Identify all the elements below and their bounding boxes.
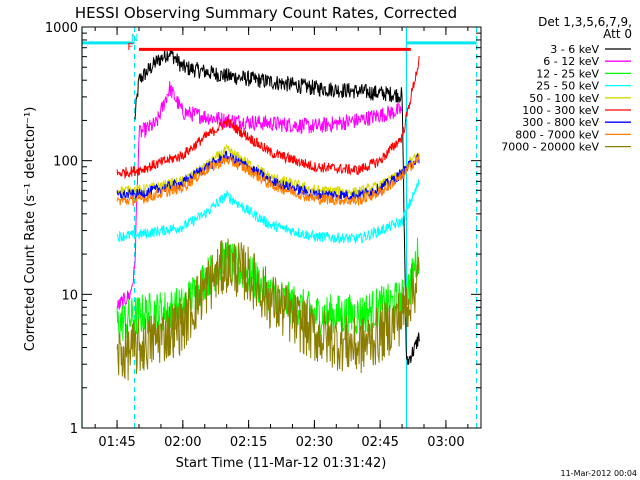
- series-line-1: [116, 81, 403, 310]
- legend-label-5: 100 - 300 keV: [522, 104, 599, 117]
- annotation-n: N: [131, 33, 138, 44]
- series-line-4: [116, 143, 420, 198]
- legend-label-2: 12 - 25 keV: [536, 67, 599, 80]
- y-tick-label-0: 1: [70, 422, 78, 437]
- legend-title-line-1: Det 1,3,5,6,7,9,: [538, 15, 632, 29]
- plot-area: FN: [81, 27, 478, 428]
- y-tick-label-2: 100: [53, 155, 78, 170]
- legend-label-1: 6 - 12 keV: [543, 55, 599, 68]
- series-line-0: [134, 47, 420, 365]
- y-axis-label: Corrected Count Rate (s⁻¹ detector⁻¹): [23, 107, 38, 352]
- x-tick-label-0: 01:45: [98, 435, 135, 450]
- series-line-7: [116, 154, 420, 207]
- x-tick-label-4: 02:45: [361, 435, 398, 450]
- footer-timestamp: 11-Mar-2012 00:04: [561, 469, 638, 478]
- x-tick-label-3: 02:30: [296, 435, 333, 450]
- legend-label-8: 7000 - 20000 keV: [501, 141, 599, 154]
- series-line-3: [116, 179, 420, 244]
- annotation-f: F: [127, 42, 133, 53]
- x-axis-label: Start Time (11-Mar-12 01:31:42): [176, 456, 387, 471]
- legend-label-7: 800 - 7000 keV: [515, 128, 599, 141]
- x-tick-label-1: 02:00: [164, 435, 201, 450]
- y-axis: 1 10 100 1000: [45, 21, 481, 437]
- x-axis: 01:45 02:00 02:15 02:30 02:45 03:00: [94, 27, 469, 450]
- chart-title: HESSI Observing Summary Count Rates, Cor…: [75, 4, 457, 22]
- legend-label-6: 300 - 800 keV: [522, 116, 599, 129]
- legend-label-4: 50 - 100 keV: [529, 92, 599, 105]
- legend-title-line-2: Att 0: [603, 27, 632, 41]
- series-line-5: [116, 55, 420, 180]
- legend-label-3: 25 - 50 keV: [536, 80, 599, 93]
- legend-label-0: 3 - 6 keV: [550, 43, 599, 56]
- x-tick-label-2: 02:15: [230, 435, 267, 450]
- x-tick-label-5: 03:00: [427, 435, 464, 450]
- y-tick-label-3: 1000: [45, 21, 78, 36]
- series-line-8: [116, 238, 420, 381]
- y-tick-label-1: 10: [61, 288, 78, 303]
- plot-frame: [81, 26, 482, 429]
- time-key-values: 01:45 01:46 01:48 01:50 02:00 02:10 02:1…: [2, 2, 193, 7]
